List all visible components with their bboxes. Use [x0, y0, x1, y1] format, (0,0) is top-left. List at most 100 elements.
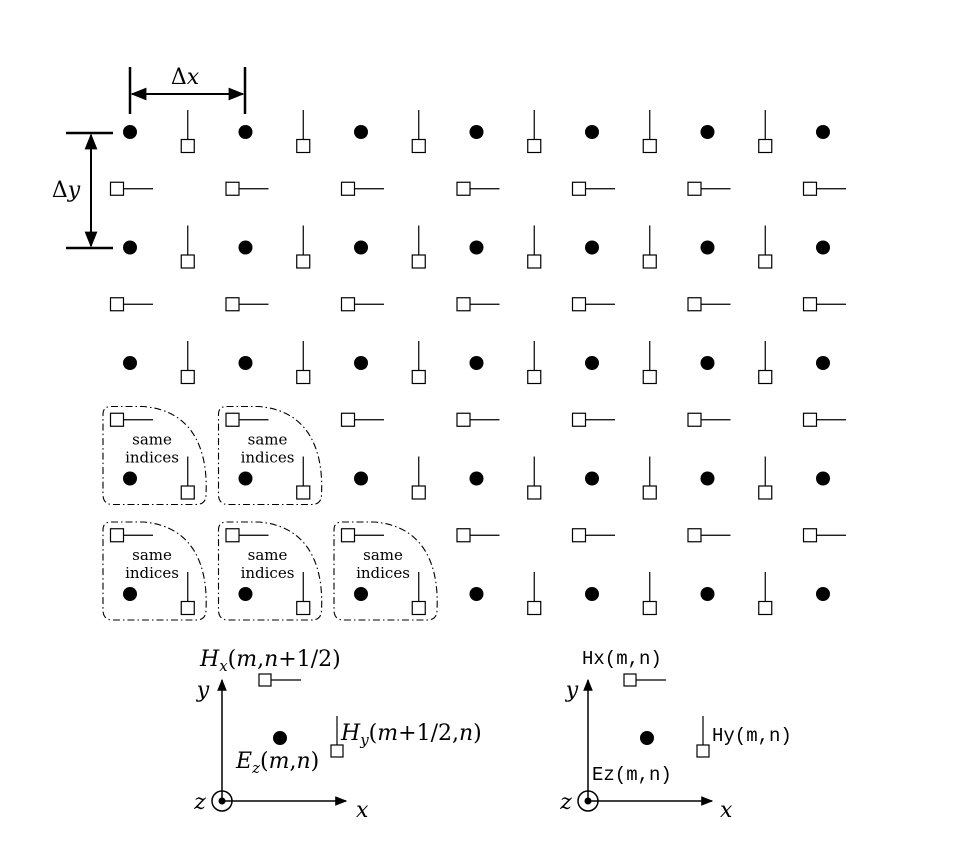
ez-node: [816, 240, 830, 255]
ez-node: [123, 240, 137, 255]
ez-label: Ez(m,n): [235, 749, 319, 777]
hy-node: [411, 138, 426, 154]
hy-node: [642, 485, 657, 500]
ez-node: [700, 587, 715, 601]
hy-node: [642, 600, 657, 616]
legend-code: y x z Hx(m,n) Hy(m,n) Ez(m,n): [559, 648, 792, 823]
ez-node: [469, 125, 484, 139]
hy-node: [180, 138, 195, 154]
z-axis-dot-code: [584, 797, 592, 805]
ez-node: [238, 125, 253, 139]
ez-node: [354, 125, 368, 139]
hx-node: [225, 528, 240, 543]
hy-node: [758, 138, 773, 154]
ez-node: [816, 125, 830, 139]
same-index-regions: sameindicessameindicessameindicessameind…: [102, 405, 438, 621]
hx-node: [802, 181, 818, 196]
dy-dimension: Δy: [52, 131, 113, 250]
hy-node: [411, 485, 426, 500]
hy-node: [527, 485, 542, 500]
ez-node: [238, 471, 253, 486]
ez-node: [469, 587, 484, 601]
ez-node: [816, 587, 830, 601]
hy-node: [527, 369, 542, 385]
hx-node: [109, 528, 125, 543]
ez-node: [469, 356, 484, 370]
region-label-same: same: [132, 431, 172, 449]
hy-node: [296, 254, 311, 269]
ez-node: [354, 587, 368, 601]
region-outline: [102, 521, 207, 621]
ez-node: [123, 587, 137, 601]
ez-node: [354, 471, 368, 486]
region-outline: [217, 405, 323, 506]
z-axis-dot: [218, 797, 226, 805]
ez-node: [354, 240, 368, 255]
hy-node-icon: [330, 744, 344, 758]
x-axis-label-code: x: [720, 798, 733, 823]
hx-node: [687, 181, 702, 196]
ez-node: [469, 240, 484, 255]
hy-node: [642, 369, 657, 385]
region-outline: [102, 405, 207, 506]
hy-node: [758, 600, 773, 616]
ez-node: [469, 471, 484, 486]
hx-node: [225, 181, 240, 196]
hy-node: [527, 254, 542, 269]
dx-dimension: Δx: [128, 65, 247, 114]
region-label-same: same: [248, 431, 288, 449]
ez-node: [700, 356, 715, 370]
hx-node: [340, 412, 356, 427]
x-axis-label: x: [356, 798, 369, 823]
hx-node: [109, 412, 125, 427]
hy-node: [296, 369, 311, 385]
hx-node: [340, 181, 356, 196]
y-axis-label-code: y: [565, 678, 579, 703]
hy-code-node-icon: [696, 744, 710, 758]
hx-code-node-icon: [623, 673, 637, 687]
hx-node: [687, 412, 702, 427]
hx-node: [109, 181, 125, 196]
hy-node: [642, 138, 657, 154]
z-axis-out-icon-code: [577, 790, 599, 812]
y-axis-label: y: [196, 678, 210, 703]
hx-node: [456, 528, 471, 543]
hx-node: [456, 181, 471, 196]
region-outline: [333, 521, 438, 621]
hx-node: [802, 297, 818, 312]
hy-node: [411, 600, 426, 616]
ez-node: [123, 125, 137, 139]
ez-node: [700, 125, 715, 139]
hy-node: [411, 369, 426, 385]
ez-node: [585, 125, 599, 139]
hy-code-label: Hy(m,n): [712, 725, 792, 747]
ez-node: [238, 356, 253, 370]
ez-node: [238, 240, 253, 255]
z-axis-out-icon: [211, 790, 233, 812]
ez-node: [700, 240, 715, 255]
ez-node: [123, 356, 137, 370]
hx-node: [687, 297, 702, 312]
hy-node: [642, 254, 657, 269]
region-label-indices: indices: [356, 564, 410, 582]
hx-node: [456, 297, 471, 312]
ez-code-node-icon: [640, 731, 654, 745]
hx-label: Hx(m,n+1/2): [199, 647, 341, 675]
region-label-indices: indices: [125, 449, 179, 467]
ez-code-label: Ez(m,n): [592, 764, 672, 786]
ez-node: [354, 356, 368, 370]
hy-node: [758, 369, 773, 385]
hx-node: [109, 297, 125, 312]
hx-node: [571, 412, 587, 427]
ez-node: [816, 471, 830, 486]
ez-node: [700, 471, 715, 486]
region-label-indices: indices: [125, 564, 179, 582]
hx-code-label: Hx(m,n): [582, 648, 662, 670]
hx-node: [802, 528, 818, 543]
hy-node: [411, 254, 426, 269]
